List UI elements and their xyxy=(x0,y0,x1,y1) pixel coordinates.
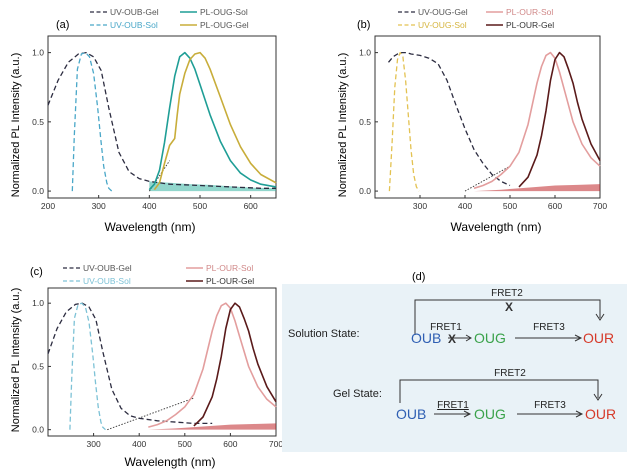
series-line-b-pl-our-gel xyxy=(518,51,601,188)
series-line-a-pl-oug-sol xyxy=(148,51,277,191)
fret1-label-solution: FRET1 xyxy=(430,322,462,333)
node-our-solution: OUR xyxy=(583,330,614,346)
plot-frame-c xyxy=(47,287,277,437)
fret1-blocked-mark-solution: X xyxy=(448,332,456,346)
overlap-area-b xyxy=(474,184,600,192)
legend-text-pl-our-sol-b: PL-OUR-Sol xyxy=(506,7,553,17)
legend-text-uv-oub-sol-c: UV-OUB-Sol xyxy=(83,276,131,286)
legend-c: UV-OUB-Gel UV-OUB-Sol PL-OUR-Sol PL-OUR-… xyxy=(63,263,254,286)
y-tick-label-c-0: 0.0 xyxy=(32,425,44,435)
node-oug-gel: OUG xyxy=(474,406,506,422)
fret1-arrowhead-solution xyxy=(465,334,472,342)
overlap-area-c xyxy=(148,423,276,430)
y-tick-label-c-1: 0.5 xyxy=(32,361,44,371)
panel-label-d: (d) xyxy=(412,271,425,283)
x-axis-label-b: Wavelength (nm) xyxy=(451,220,542,234)
series-line-a-uv-oub-sol xyxy=(71,51,113,192)
plot-frame-a xyxy=(47,35,277,199)
node-our-gel: OUR xyxy=(585,406,616,422)
y-tick-label-c-2: 1.0 xyxy=(32,298,44,308)
x-tick-label-b-1: 400 xyxy=(458,201,472,211)
x-tick-label-c-3: 600 xyxy=(223,439,237,449)
series-line-b-uv-oug-sol xyxy=(388,51,420,192)
legend-text-uv-oub-gel-c: UV-OUB-Gel xyxy=(83,263,132,273)
x-tick-label-c-0: 300 xyxy=(87,439,101,449)
y-axis-label-c: Normalized PL Intensity (a.u.) xyxy=(10,288,22,432)
legend-text-pl-oug-gel-a: PL-OUG-Gel xyxy=(200,20,249,30)
fret3-arrowhead-solution xyxy=(574,334,583,342)
x-tick-label-a-4: 600 xyxy=(244,201,258,211)
x-tick-label-b-2: 500 xyxy=(503,201,517,211)
plot-frame-b xyxy=(374,35,601,199)
chart-panel-c: (c) Normalized PL Intensity (a.u.) Wavel… xyxy=(10,263,283,469)
series-line-b-pl-our-sol xyxy=(473,51,601,190)
fret3-arrowhead-gel xyxy=(575,410,584,418)
legend-text-uv-oug-sol-b: UV-OUG-Sol xyxy=(418,20,467,30)
fret3-label-solution: FRET3 xyxy=(533,322,565,333)
fret2-bracket-solution xyxy=(414,299,601,335)
fret1-label-gel: FRET1 xyxy=(437,400,469,411)
x-tick-label-a-0: 200 xyxy=(41,201,55,211)
node-oub-gel: OUB xyxy=(396,406,426,422)
series-line-c-pl-our-sol xyxy=(148,302,277,428)
series-line-c-pl-our-gel xyxy=(193,302,277,427)
legend-text-uv-oub-gel-a: UV-OUB-Gel xyxy=(110,7,159,17)
x-axis-label-c: Wavelength (nm) xyxy=(125,455,216,469)
legend-a: UV-OUB-Gel UV-OUB-Sol PL-OUG-Sol PL-OUG-… xyxy=(90,7,249,30)
y-tick-label-a-0: 0.0 xyxy=(32,186,44,196)
gel-state-row: Gel State: FRET2 OUB OUG OUR FRET1 FRET3 xyxy=(333,368,616,422)
panel-label-a: (a) xyxy=(56,19,69,31)
legend-text-pl-our-sol-c: PL-OUR-Sol xyxy=(206,263,253,273)
series-line-a-uv-oub-gel xyxy=(47,51,276,189)
x-tick-label-b-4: 700 xyxy=(593,201,607,211)
y-axis-label-b: Normalized PL Intensity (a.u.) xyxy=(337,53,349,197)
gel-state-label: Gel State: xyxy=(333,388,382,400)
node-oug-solution: OUG xyxy=(474,330,506,346)
x-tick-label-c-1: 400 xyxy=(132,439,146,449)
fret2-arrowhead-gel xyxy=(593,393,603,401)
x-tick-label-b-0: 300 xyxy=(413,201,427,211)
y-tick-label-b-2: 1.0 xyxy=(359,48,371,58)
fret2-arrowhead-solution xyxy=(595,313,605,321)
fret2-bracket-gel xyxy=(399,379,599,403)
series-line-c-uv-oub-sol xyxy=(69,302,106,431)
y-tick-label-b-0: 0.0 xyxy=(359,186,371,196)
legend-text-uv-oub-sol-a: UV-OUB-Sol xyxy=(110,20,158,30)
x-axis-label-a: Wavelength (nm) xyxy=(105,220,196,234)
panel-label-c: (c) xyxy=(30,266,43,278)
diagram-background xyxy=(282,284,627,452)
legend-b: UV-OUG-Gel UV-OUG-Sol PL-OUR-Sol PL-OUR-… xyxy=(398,7,554,30)
legend-text-pl-our-gel-b: PL-OUR-Gel xyxy=(506,20,554,30)
chart-panel-a: (a) Normalized PL Intensity (a.u.) Wavel… xyxy=(10,7,277,234)
panel-label-b: (b) xyxy=(357,19,370,31)
guide-line-b xyxy=(464,165,511,192)
solution-state-row: Solution State: FRET2 X OUB OUG OUR FRET… xyxy=(288,288,614,346)
fret2-blocked-mark-solution: X xyxy=(505,300,513,314)
fret-diagram-panel: (d) Solution State: FRET2 X OUB OUG OUR … xyxy=(282,271,627,452)
chart-panel-b: (b) Normalized PL Intensity (a.u.) Wavel… xyxy=(337,7,607,234)
series-line-a-pl-oug-gel xyxy=(153,51,277,191)
y-axis-label-a: Normalized PL Intensity (a.u.) xyxy=(10,53,22,197)
solution-state-label: Solution State: xyxy=(288,328,360,340)
legend-text-pl-our-gel-c: PL-OUR-Gel xyxy=(206,276,254,286)
x-tick-label-c-4: 700 xyxy=(269,439,283,449)
guide-line-c xyxy=(107,397,195,431)
fret2-label-solution: FRET2 xyxy=(491,288,523,299)
x-tick-label-c-2: 500 xyxy=(178,439,192,449)
y-tick-label-a-1: 0.5 xyxy=(32,117,44,127)
x-tick-label-b-3: 600 xyxy=(548,201,562,211)
y-tick-label-a-2: 1.0 xyxy=(32,48,44,58)
fret2-label-gel: FRET2 xyxy=(494,368,526,379)
node-oub-solution: OUB xyxy=(411,330,441,346)
y-tick-label-b-1: 0.5 xyxy=(359,117,371,127)
legend-text-pl-oug-sol-a: PL-OUG-Sol xyxy=(200,7,248,17)
x-tick-label-a-3: 500 xyxy=(193,201,207,211)
fret1-arrowhead-gel xyxy=(463,410,472,418)
x-tick-label-a-1: 300 xyxy=(92,201,106,211)
series-line-b-uv-oug-gel xyxy=(387,51,511,187)
legend-text-uv-oug-gel-b: UV-OUG-Gel xyxy=(418,7,468,17)
fret3-label-gel: FRET3 xyxy=(534,400,566,411)
x-tick-label-a-2: 400 xyxy=(142,201,156,211)
